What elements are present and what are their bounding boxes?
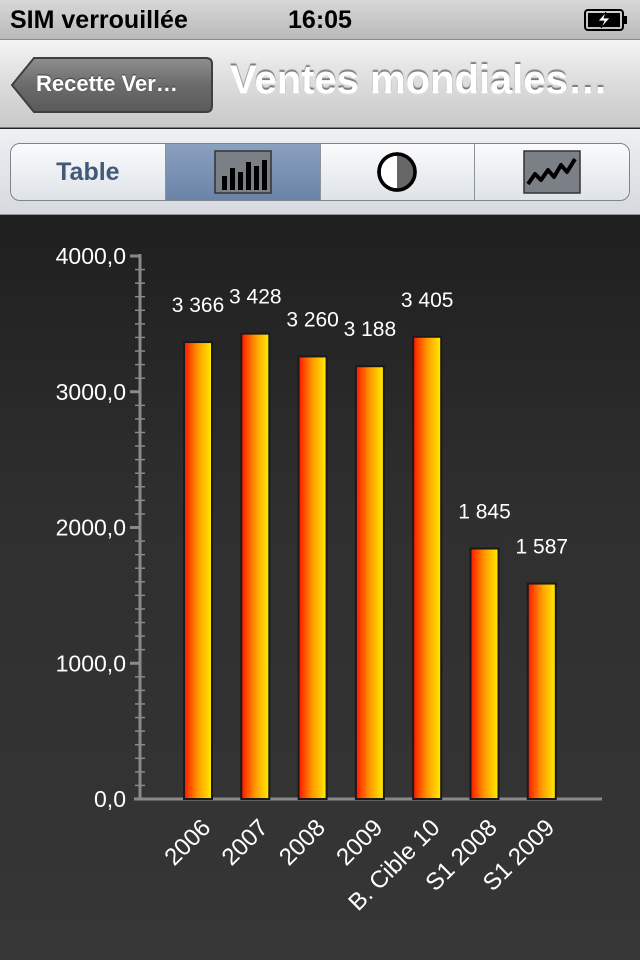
- bar-value-label: 3 260: [286, 308, 339, 331]
- chart-area: 0,0 1000,0 2000,0 3000,0 4000,0 3 366 2006 3 42…: [0, 216, 640, 960]
- bar-chart: 0,0 1000,0 2000,0 3000,0 4000,0 3 366 2006 3 42…: [56, 243, 602, 916]
- bar-chart-icon: [213, 150, 272, 194]
- y-tick-label: 0,0: [94, 786, 126, 812]
- x-category-label: 2008: [274, 814, 331, 871]
- bar: [240, 332, 271, 801]
- bar: [412, 335, 443, 801]
- navigation-bar: Recette Ver… Ventes mondiales…: [0, 40, 640, 128]
- y-tick-label: 1000,0: [56, 650, 126, 676]
- page-title: Ventes mondiales…: [230, 58, 608, 102]
- segment-line-chart[interactable]: [475, 144, 629, 200]
- line-chart-icon: [523, 150, 581, 194]
- bar-value-label: 1 587: [516, 536, 569, 559]
- toolbar: Table: [0, 129, 640, 215]
- carrier-label: SIM verrouillée: [10, 6, 188, 34]
- segment-table[interactable]: Table: [11, 144, 166, 200]
- bar-value-label: 3 366: [172, 294, 225, 317]
- bar: [354, 365, 385, 800]
- status-bar: SIM verrouillée 16:05: [0, 0, 640, 40]
- back-button-shape: [10, 57, 213, 113]
- view-segmented-control: Table: [10, 143, 630, 201]
- y-tick-label: 3000,0: [56, 379, 126, 405]
- segment-table-label: Table: [56, 157, 120, 186]
- x-category-label: 2006: [159, 814, 216, 871]
- battery-charging-icon: [584, 9, 627, 31]
- bar-value-label: 3 428: [229, 286, 282, 309]
- x-category-label: 2007: [217, 814, 274, 871]
- back-button[interactable]: Recette Ver…: [10, 56, 214, 114]
- segment-pie-chart[interactable]: [321, 144, 476, 200]
- bar: [526, 582, 557, 801]
- bar-value-label: 3 188: [344, 318, 397, 341]
- pie-chart-icon: [377, 152, 418, 192]
- bar-value-label: 3 405: [401, 289, 454, 312]
- bar: [469, 547, 500, 801]
- y-tick-label: 4000,0: [56, 243, 126, 269]
- bar: [297, 355, 328, 801]
- clock-label: 16:05: [288, 6, 352, 34]
- back-button-label: Recette Ver…: [36, 71, 178, 96]
- segment-bar-chart[interactable]: [165, 144, 321, 200]
- y-tick-label: 2000,0: [56, 515, 126, 541]
- bar: [183, 341, 213, 801]
- bar-value-label: 1 845: [458, 501, 511, 524]
